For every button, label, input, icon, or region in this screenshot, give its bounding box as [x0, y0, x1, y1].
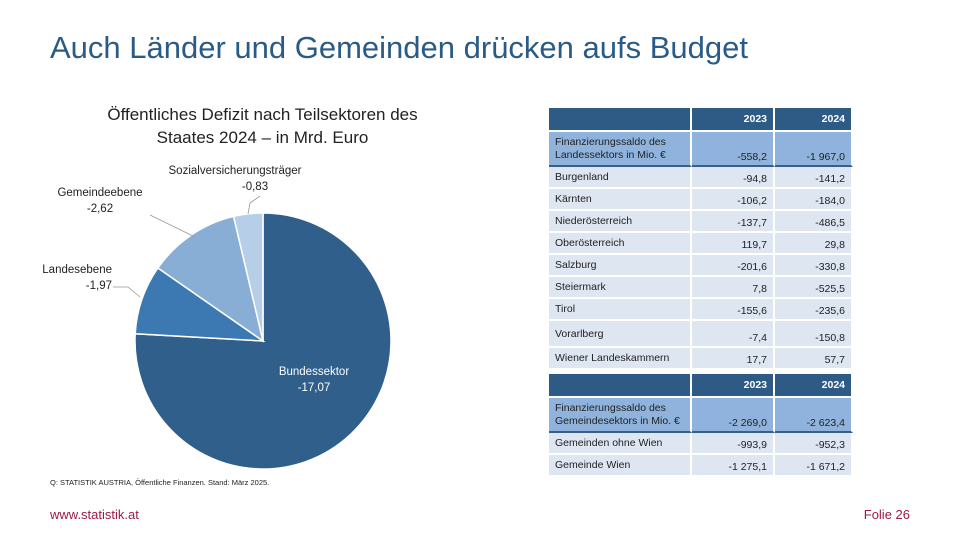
table-header-row: 2023 2024: [549, 374, 853, 398]
slide-title: Auch Länder und Gemeinden drücken aufs B…: [50, 30, 748, 65]
header-empty: [549, 374, 692, 398]
row-2023: -201,6: [692, 255, 775, 277]
pie-chart: [113, 195, 392, 470]
row-label: Niederösterreich: [549, 211, 692, 233]
row-label: Steiermark: [549, 277, 692, 299]
row-2024: -141,2: [775, 167, 853, 189]
row-2023: 7,8: [692, 277, 775, 299]
leader-line-gemeindeebene: [149, 214, 196, 238]
row-2023: -993,9: [692, 433, 775, 455]
table-row: Gemeinden ohne Wien -993,9 -952,3: [549, 433, 853, 455]
table-row: Gemeinde Wien -1 275,1 -1 671,2: [549, 455, 853, 477]
leader-line-sozialversicherung: [247, 195, 261, 215]
summary-2024: -1 967,0: [775, 132, 853, 167]
row-2023: 17,7: [692, 348, 775, 370]
table-header-row: 2023 2024: [549, 108, 853, 132]
chart-title: Öffentliches Defizit nach Teilsektoren d…: [80, 103, 445, 149]
header-2024: 2024: [775, 374, 853, 398]
row-2023: -1 275,1: [692, 455, 775, 477]
header-2023: 2023: [692, 374, 775, 398]
summary-2023: -2 269,0: [692, 398, 775, 433]
row-2024: -150,8: [775, 321, 853, 348]
row-2023: -94,8: [692, 167, 775, 189]
row-2023: -137,7: [692, 211, 775, 233]
chart-title-line-1: Öffentliches Defizit nach Teilsektoren d…: [107, 105, 418, 124]
row-2023: 119,7: [692, 233, 775, 255]
row-2024: -235,6: [775, 299, 853, 321]
table-row: Niederösterreich -137,7 -486,5: [549, 211, 853, 233]
chart-title-line-2: Staates 2024 – in Mrd. Euro: [156, 128, 369, 147]
table-row: Salzburg -201,6 -330,8: [549, 255, 853, 277]
leader-line-landesebene: [113, 286, 141, 298]
pie-label-sozialversicherung: Sozialversicherungsträger -0,83: [168, 165, 302, 193]
row-2023: -106,2: [692, 189, 775, 211]
summary-row: Finanzierungssaldo des Gemeindesektors i…: [549, 398, 853, 433]
row-2024: -486,5: [775, 211, 853, 233]
row-label: Gemeinden ohne Wien: [549, 433, 692, 455]
table-row: Vorarlberg -7,4 -150,8: [549, 321, 853, 348]
row-label: Vorarlberg: [549, 321, 692, 348]
row-label: Salzburg: [549, 255, 692, 277]
table-laendersektor: 2023 2024 Finanzierungssaldo des Landesse…: [549, 108, 853, 370]
row-2024: -1 671,2: [775, 455, 853, 477]
table-row: Wiener Landeskammern 17,7 57,7: [549, 348, 853, 370]
row-label: Oberösterreich: [549, 233, 692, 255]
pie-label-landesebene: Landesebene -1,97: [42, 264, 112, 292]
website-link[interactable]: www.statistik.at: [50, 507, 139, 522]
row-label: Wiener Landeskammern: [549, 348, 692, 370]
header-empty: [549, 108, 692, 132]
table-gemeindesektor: 2023 2024 Finanzierungssaldo des Gemeinde…: [549, 374, 853, 477]
table-row: Oberösterreich 119,7 29,8: [549, 233, 853, 255]
row-2024: -330,8: [775, 255, 853, 277]
page-number: Folie 26: [863, 507, 910, 522]
table-row: Tirol -155,6 -235,6: [549, 299, 853, 321]
pie-label-gemeindeebene: Gemeindeebene -2,62: [57, 187, 143, 215]
row-2024: -952,3: [775, 433, 853, 455]
row-label: Tirol: [549, 299, 692, 321]
table-row: Kärnten -106,2 -184,0: [549, 189, 853, 211]
summary-label: Finanzierungssaldo des Gemeindesektors i…: [549, 398, 692, 433]
summary-2024: -2 623,4: [775, 398, 853, 433]
table-row: Burgenland -94,8 -141,2: [549, 167, 853, 189]
row-label: Burgenland: [549, 167, 692, 189]
row-2024: -525,5: [775, 277, 853, 299]
header-2024: 2024: [775, 108, 853, 132]
summary-row: Finanzierungssaldo des Landessektors in …: [549, 132, 853, 167]
row-2023: -7,4: [692, 321, 775, 348]
row-label: Kärnten: [549, 189, 692, 211]
header-2023: 2023: [692, 108, 775, 132]
row-2023: -155,6: [692, 299, 775, 321]
table-row: Steiermark 7,8 -525,5: [549, 277, 853, 299]
pie-slice-bundessektor: [134, 212, 392, 470]
row-label: Gemeinde Wien: [549, 455, 692, 477]
pie-label-bundessektor: Bundessektor -17,07: [278, 366, 350, 394]
summary-label: Finanzierungssaldo des Landessektors in …: [549, 132, 692, 167]
row-2024: 57,7: [775, 348, 853, 370]
row-2024: -184,0: [775, 189, 853, 211]
source-note: Q: STATISTIK AUSTRIA, Öffentliche Finanz…: [50, 478, 270, 487]
summary-2023: -558,2: [692, 132, 775, 167]
row-2024: 29,8: [775, 233, 853, 255]
